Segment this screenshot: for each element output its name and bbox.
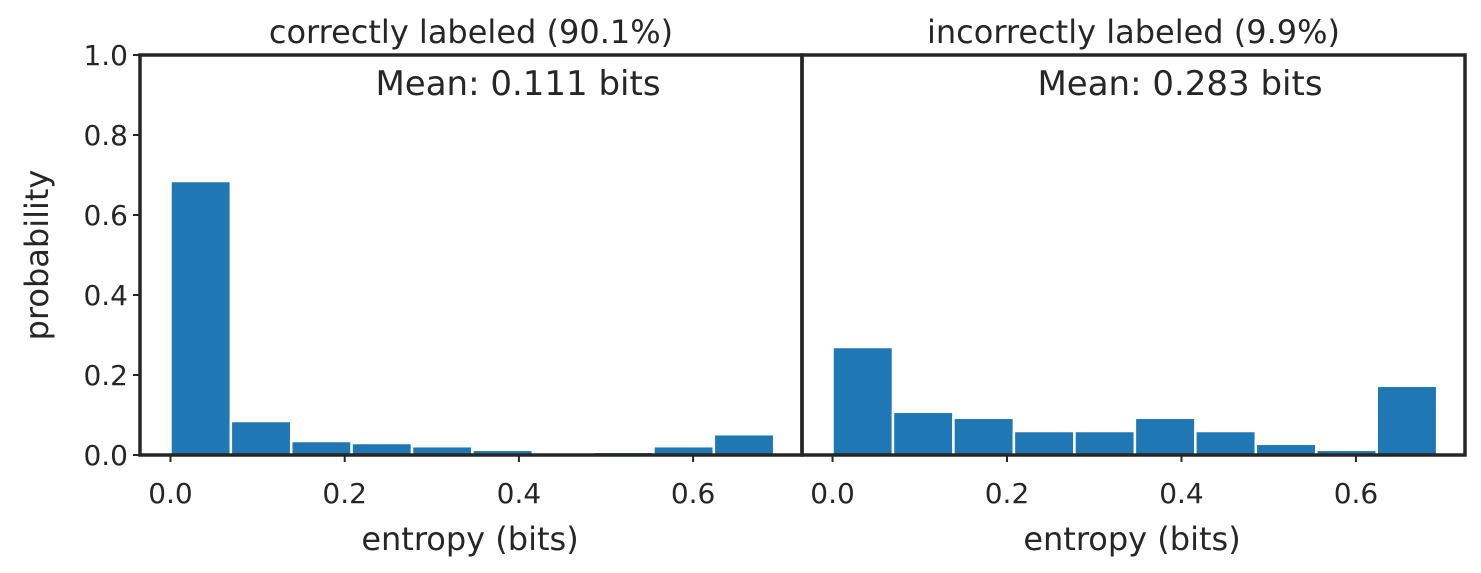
x-tick-label: 0.4 bbox=[497, 477, 542, 510]
histogram-bar bbox=[712, 432, 776, 457]
plot-frame bbox=[800, 53, 1467, 457]
x-tick-label: 0.6 bbox=[671, 477, 716, 510]
y-tick-label: 0.2 bbox=[83, 359, 128, 392]
mean-annotation: Mean: 0.111 bits bbox=[375, 64, 660, 104]
histogram-bar bbox=[289, 439, 353, 457]
histogram-bar bbox=[1375, 384, 1439, 457]
x-tick-label: 0.4 bbox=[1159, 477, 1204, 510]
histogram-bar bbox=[831, 345, 895, 457]
panel-title: incorrectly labeled (9.9%) bbox=[927, 13, 1340, 51]
histogram-bar bbox=[1012, 429, 1076, 457]
y-tick-label: 0.0 bbox=[83, 439, 128, 472]
x-tick-label: 0.0 bbox=[148, 477, 193, 510]
y-tick-label: 1.0 bbox=[83, 39, 128, 72]
panel-1: 0.0 0.2 0.4 0.6 0.0 0.2 0.4 0.6 0.8 1.0 correctly … bbox=[18, 13, 804, 558]
y-tick-label: 0.6 bbox=[83, 199, 128, 232]
panel-title: correctly labeled (90.1%) bbox=[269, 13, 673, 51]
histogram-bar bbox=[169, 179, 233, 457]
y-tick-label: 0.8 bbox=[83, 119, 128, 152]
x-axis-label: entropy (bits) bbox=[1023, 520, 1240, 558]
histogram-bar bbox=[952, 416, 1016, 457]
histogram-bar bbox=[891, 410, 955, 457]
x-tick-label: 0.2 bbox=[322, 477, 367, 510]
x-axis-label: entropy (bits) bbox=[361, 520, 578, 558]
x-tick-label: 0.6 bbox=[1334, 477, 1379, 510]
y-axis-label: probability bbox=[18, 170, 56, 341]
x-tick-label: 0.0 bbox=[810, 477, 855, 510]
histogram-bar bbox=[1194, 429, 1258, 457]
histogram-bar bbox=[1133, 416, 1197, 457]
y-tick-label: 0.4 bbox=[83, 279, 128, 312]
histogram-bar bbox=[1073, 429, 1137, 457]
plot-frame bbox=[138, 53, 804, 457]
panel-2: 0.0 0.2 0.4 0.6 incorrectly labeled (9.9%) Me… bbox=[800, 13, 1467, 558]
histogram-bar bbox=[229, 419, 293, 457]
x-tick-label: 0.2 bbox=[985, 477, 1030, 510]
mean-annotation: Mean: 0.283 bits bbox=[1037, 64, 1322, 104]
histogram-bar bbox=[350, 441, 414, 457]
